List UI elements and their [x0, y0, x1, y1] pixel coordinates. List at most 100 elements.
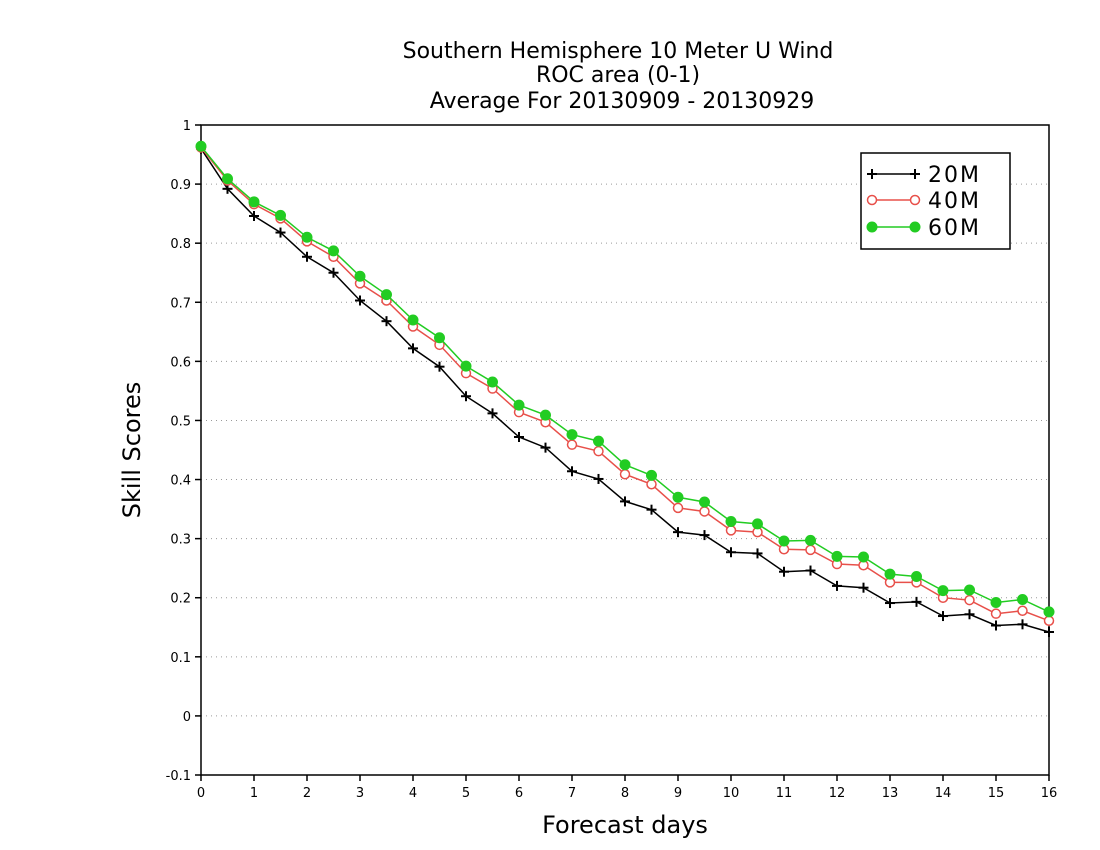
point-40m: [964, 594, 975, 606]
legend: 20M 40M 60M: [860, 152, 1011, 250]
x-tick-label: 12: [829, 786, 846, 801]
point-60m: [672, 491, 684, 503]
legend-label-20m: 20M: [928, 163, 981, 188]
x-tick-label: 3: [356, 786, 364, 801]
point-20m: [514, 432, 524, 442]
point-20m: [408, 343, 418, 354]
legend-marker-60m-a: [866, 221, 878, 233]
x-tick-label: 1: [250, 786, 258, 801]
point-60m: [964, 584, 975, 596]
legend-marker-60m-b: [909, 221, 921, 233]
point-20m: [832, 580, 842, 591]
x-tick-label: 10: [723, 786, 740, 801]
point-20m: [646, 504, 657, 515]
x-axis: 0 1 2 3 4 5 6 7 8 9 10 11 12 13 14 15 16: [197, 775, 1057, 801]
point-60m: [725, 516, 737, 527]
point-60m: [858, 551, 869, 563]
point-20m: [567, 466, 577, 477]
y-tick-label: -0.1: [166, 769, 191, 784]
point-20m: [911, 596, 922, 607]
point-20m: [938, 611, 948, 622]
legend-marker-20m: [867, 169, 920, 179]
series-20m: [196, 143, 1054, 637]
x-tick-label: 7: [568, 786, 576, 801]
point-60m: [195, 140, 207, 152]
point-60m: [487, 376, 498, 388]
title-line-1: Southern Hemisphere 10 Meter U Wind: [403, 39, 834, 64]
point-20m: [885, 598, 895, 609]
point-20m: [779, 566, 789, 577]
point-60m: [407, 314, 419, 326]
point-60m: [354, 270, 366, 282]
point-20m: [328, 267, 339, 278]
point-20m: [540, 442, 551, 453]
series-60m: [195, 140, 1055, 618]
point-40m: [1017, 605, 1028, 616]
point-40m: [699, 506, 710, 517]
point-20m: [752, 548, 763, 559]
x-tick-label: 14: [935, 786, 952, 801]
point-40m: [725, 525, 737, 536]
point-20m: [593, 473, 604, 484]
point-20m: [858, 582, 869, 593]
chart-title: Southern Hemisphere 10 Meter U Wind ROC …: [403, 39, 834, 114]
y-axis: -0.1 0 0.1 0.2 0.3 0.4 0.5 0.6 0.7 0.8 0.9 1: [166, 119, 201, 784]
point-20m: [991, 620, 1001, 631]
x-tick-label: 15: [988, 786, 1005, 801]
point-20m: [434, 361, 445, 372]
point-60m: [911, 570, 922, 582]
point-20m: [620, 496, 630, 507]
point-60m: [1017, 594, 1028, 605]
y-tick-label: 0.7: [170, 296, 191, 311]
point-20m: [461, 391, 471, 402]
x-tick-label: 11: [776, 786, 793, 801]
y-tick-label: 0.2: [170, 592, 191, 607]
point-20m: [964, 609, 975, 620]
point-20m: [249, 211, 259, 221]
point-40m: [990, 608, 1002, 619]
point-60m: [646, 469, 657, 481]
point-60m: [540, 409, 551, 421]
point-20m: [275, 227, 286, 238]
legend-label-40m: 40M: [928, 189, 981, 214]
point-40m: [672, 502, 684, 514]
legend-label-60m: 60M: [928, 216, 981, 241]
series-lines: [195, 140, 1055, 637]
point-20m: [726, 547, 736, 558]
point-40m: [805, 544, 816, 556]
point-20m: [487, 408, 498, 419]
point-60m: [248, 196, 260, 208]
point-60m: [884, 568, 896, 580]
point-60m: [301, 231, 313, 243]
x-tick-label: 16: [1041, 786, 1058, 801]
point-60m: [1043, 606, 1055, 618]
point-60m: [619, 459, 631, 471]
x-tick-label: 8: [621, 786, 629, 801]
point-60m: [460, 360, 472, 372]
point-20m: [1044, 627, 1054, 637]
y-tick-label: 0.8: [170, 237, 191, 252]
x-tick-label: 4: [409, 786, 417, 801]
point-20m: [355, 295, 365, 306]
point-60m: [328, 245, 339, 257]
point-40m: [1043, 615, 1055, 627]
point-40m: [619, 468, 631, 480]
x-tick-label: 2: [303, 786, 311, 801]
point-60m: [275, 209, 286, 221]
x-axis-label: Forecast days: [542, 811, 708, 839]
y-axis-label: Skill Scores: [118, 382, 146, 519]
y-tick-label: 0.4: [170, 474, 191, 489]
title-line-3: Average For 20130909 - 20130929: [430, 89, 815, 114]
x-tick-label: 13: [882, 786, 899, 801]
point-60m: [699, 496, 710, 508]
x-tick-label: 9: [674, 786, 682, 801]
point-60m: [513, 399, 525, 411]
point-60m: [990, 596, 1002, 608]
point-60m: [593, 435, 604, 447]
y-tick-label: 0: [183, 710, 191, 725]
x-tick-label: 6: [515, 786, 523, 801]
point-60m: [566, 429, 578, 441]
legend-box: [860, 152, 1011, 250]
legend-marker-40m-a: [866, 194, 878, 206]
point-60m: [752, 518, 763, 530]
